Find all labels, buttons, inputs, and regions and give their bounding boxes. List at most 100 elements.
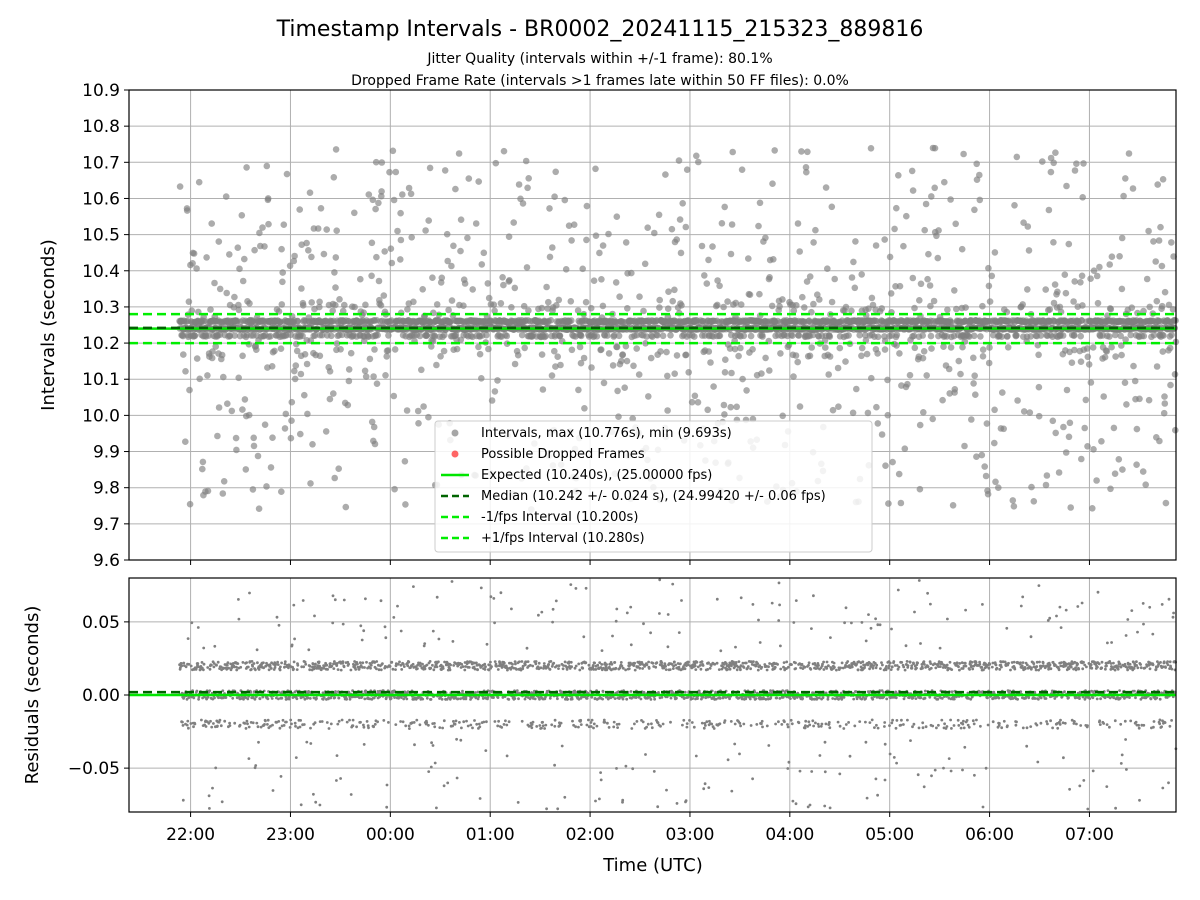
interval-point <box>1159 176 1167 183</box>
interval-point <box>682 223 690 231</box>
interval-point <box>592 232 600 239</box>
interval-point <box>1009 497 1017 504</box>
residual-point <box>246 665 250 669</box>
interval-point <box>1065 433 1073 441</box>
residual-point <box>543 727 546 730</box>
interval-point <box>1093 272 1101 280</box>
residual-point <box>511 662 514 666</box>
residual-point <box>429 765 433 769</box>
residual-point <box>258 697 262 701</box>
residual-point <box>496 696 500 699</box>
interval-point <box>1013 153 1021 161</box>
residual-point <box>202 662 206 666</box>
interval-point <box>452 185 459 193</box>
residual-point <box>186 637 190 640</box>
interval-point <box>568 317 575 324</box>
residual-point <box>288 726 292 729</box>
interval-point <box>707 359 714 366</box>
interval-point <box>431 333 439 340</box>
interval-point <box>437 353 444 360</box>
top-y-tick-label: 10.6 <box>82 189 120 209</box>
interval-point <box>263 162 271 170</box>
residual-point <box>210 663 213 667</box>
residual-point <box>266 718 270 722</box>
interval-point <box>891 225 898 233</box>
interval-point <box>377 302 385 309</box>
residual-point <box>299 803 303 807</box>
residual-point <box>262 661 265 665</box>
residual-point <box>404 724 408 728</box>
residual-point <box>559 721 563 725</box>
interval-point <box>239 406 246 413</box>
residual-point <box>275 615 279 619</box>
interval-point <box>543 283 550 291</box>
residual-point <box>302 723 306 726</box>
interval-point <box>806 273 814 280</box>
interval-point <box>269 434 276 442</box>
interval-point <box>233 446 240 454</box>
interval-point <box>457 216 465 223</box>
interval-point <box>378 192 385 200</box>
interval-point <box>344 401 352 409</box>
interval-point <box>212 343 219 350</box>
residual-point <box>499 591 503 595</box>
residual-point <box>206 666 210 669</box>
interval-point <box>333 340 341 347</box>
interval-point <box>263 483 270 490</box>
residual-point <box>325 721 329 724</box>
residual-point <box>531 720 535 724</box>
interval-point <box>1052 149 1059 156</box>
residual-point <box>482 720 486 724</box>
interval-point <box>651 229 658 237</box>
residual-point <box>270 697 274 700</box>
interval-point <box>955 357 963 365</box>
residual-point <box>540 726 543 730</box>
residual-point <box>405 697 409 701</box>
interval-point <box>387 245 395 252</box>
interval-point <box>1071 278 1078 285</box>
residual-point <box>308 697 312 700</box>
interval-point <box>1158 302 1166 310</box>
interval-point <box>803 168 810 176</box>
interval-point <box>991 249 999 256</box>
interval-point <box>804 148 811 156</box>
interval-point <box>1084 353 1092 361</box>
interval-point <box>570 221 578 228</box>
interval-point <box>511 360 519 368</box>
residual-point <box>362 743 366 746</box>
interval-point <box>445 306 452 314</box>
residual-point <box>489 595 493 599</box>
interval-point <box>267 333 274 340</box>
residual-point <box>425 696 429 700</box>
interval-point <box>858 271 865 278</box>
interval-point <box>326 395 334 403</box>
interval-point <box>982 472 990 480</box>
interval-point <box>868 374 875 382</box>
residual-point <box>329 662 332 665</box>
interval-point <box>1085 361 1093 368</box>
residual-point <box>223 719 227 723</box>
interval-point <box>574 307 582 314</box>
interval-point <box>977 333 984 340</box>
interval-point <box>930 297 938 305</box>
interval-point <box>261 421 269 429</box>
residual-point <box>212 665 216 669</box>
interval-point <box>199 458 207 466</box>
interval-point <box>794 220 802 227</box>
interval-point <box>580 354 588 362</box>
residual-point <box>476 668 479 672</box>
interval-point <box>291 252 298 260</box>
interval-point <box>934 254 942 262</box>
interval-point <box>401 458 409 465</box>
interval-point <box>916 421 924 429</box>
interval-point <box>378 188 385 195</box>
residual-point <box>341 660 345 664</box>
residual-point <box>196 626 200 629</box>
residual-point <box>307 648 311 652</box>
interval-point <box>378 159 386 166</box>
residual-point <box>185 723 189 727</box>
interval-point <box>1139 468 1147 475</box>
interval-point <box>345 377 353 385</box>
residual-point <box>180 664 184 668</box>
residual-point <box>493 660 497 663</box>
